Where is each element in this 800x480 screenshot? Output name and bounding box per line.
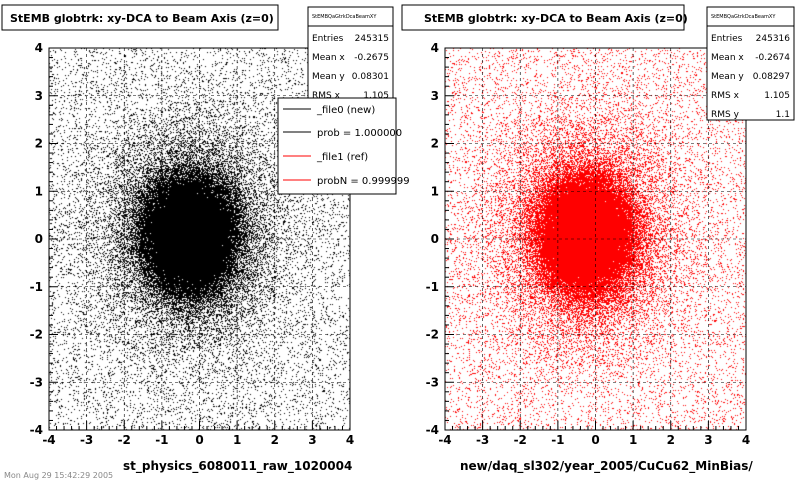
- y-tick-label: 0: [35, 232, 43, 246]
- stats-label: RMS y: [711, 110, 740, 120]
- left-legend: _file0 (new) prob = 1.000000 _file1 (ref…: [277, 97, 410, 195]
- stats-label: RMS x: [711, 91, 740, 101]
- y-tick-label: -3: [426, 375, 439, 389]
- stats-label: Entries: [312, 34, 344, 44]
- left-title-box: [1, 4, 279, 31]
- x-tick-label: -4: [42, 433, 55, 447]
- stats-label: RMS x: [312, 91, 341, 101]
- left-scatter-panel: StEMB globtrk: xy-DCA to Beam Axis (z=0)…: [1, 4, 410, 474]
- stats-label: Entries: [711, 34, 743, 44]
- stats-value: 0.08297: [753, 72, 790, 82]
- y-tick-label: 3: [35, 89, 43, 103]
- right-title-box: [401, 4, 685, 31]
- x-tick-label: 4: [346, 433, 354, 447]
- left-plot-area: -4 -3 -2 -1 0 1 2 3 4 -4 -3 -2 -1 0 1 2 3 4: [30, 41, 355, 447]
- y-tick-label: -1: [426, 280, 439, 294]
- footer-timestamp: Mon Aug 29 15:42:29 2005: [4, 471, 113, 480]
- y-tick-label: 0: [431, 232, 439, 246]
- x-tick-label: -1: [155, 433, 168, 447]
- y-tick-label: -2: [30, 328, 43, 342]
- y-tick-label: 2: [431, 137, 439, 151]
- x-tick-label: -1: [551, 433, 564, 447]
- left-plot-title: StEMB globtrk: xy-DCA to Beam Axis (z=0): [10, 12, 274, 25]
- x-tick-label: -3: [476, 433, 489, 447]
- stats-value: 1.1: [776, 110, 790, 120]
- stats-value: -0.2675: [354, 53, 389, 63]
- right-x-axis-label: new/daq_sl302/year_2005/CuCu62_MinBias/: [460, 459, 753, 474]
- x-tick-label: 0: [195, 433, 203, 447]
- x-tick-label: 1: [629, 433, 637, 447]
- x-tick-label: 3: [308, 433, 316, 447]
- stats-label: Mean x: [711, 53, 744, 63]
- x-tick-label: 3: [704, 433, 712, 447]
- stats-label: Mean y: [711, 72, 744, 82]
- x-tick-label: -2: [118, 433, 131, 447]
- x-tick-label: -2: [514, 433, 527, 447]
- legend-label-file1: _file1 (ref): [316, 152, 368, 163]
- y-tick-label: -4: [426, 423, 439, 437]
- x-tick-label: 0: [591, 433, 599, 447]
- y-tick-label: 4: [35, 41, 43, 55]
- y-tick-label: 3: [431, 89, 439, 103]
- legend-label-prob: prob = 1.000000: [317, 128, 402, 139]
- right-stats-box: [706, 6, 795, 121]
- stats-label: Mean y: [312, 72, 345, 82]
- left-x-axis-label: st_physics_6080011_raw_1020004: [123, 459, 352, 474]
- x-tick-label: 2: [271, 433, 279, 447]
- right-plot-title: StEMB globtrk: xy-DCA to Beam Axis (z=0): [424, 12, 688, 25]
- stats-value: 1.105: [764, 91, 790, 101]
- stats-value: 245316: [756, 34, 791, 44]
- right-plot-area: -4 -3 -2 -1 0 1 2 3 4 -4 -3 -2 -1 0 1 2 3 4: [426, 41, 751, 447]
- right-scatter-panel: StEMB globtrk: xy-DCA to Beam Axis (z=0)…: [401, 4, 795, 474]
- y-tick-label: -3: [30, 375, 43, 389]
- y-tick-label: -4: [30, 423, 43, 437]
- stats-value: 1.105: [363, 91, 389, 101]
- stats-value: -0.2674: [755, 53, 790, 63]
- y-tick-label: 1: [35, 184, 43, 198]
- legend-label-probN: probN = 0.999999: [317, 176, 410, 187]
- stats-value: 245315: [355, 34, 389, 44]
- y-tick-label: 2: [35, 137, 43, 151]
- y-tick-label: 4: [431, 41, 439, 55]
- x-tick-label: -3: [80, 433, 93, 447]
- y-tick-label: 1: [431, 184, 439, 198]
- stats-label: Mean x: [312, 53, 345, 63]
- x-tick-label: 2: [667, 433, 675, 447]
- x-tick-label: 1: [233, 433, 241, 447]
- x-tick-label: -4: [438, 433, 451, 447]
- legend-box: [277, 97, 397, 195]
- left-stats-name: StEMBQaGtrkDcaBeamXY: [312, 14, 377, 20]
- y-tick-label: -2: [426, 328, 439, 342]
- stats-value: 0.08301: [352, 72, 389, 82]
- legend-label-file0: _file0 (new): [316, 105, 375, 116]
- left-stats-box: [307, 6, 394, 104]
- right-stats-rows: Entries 245316 Mean x -0.2674 Mean y 0.08297 R…: [711, 34, 790, 120]
- y-tick-label: -1: [30, 280, 43, 294]
- right-stats-name: StEMBQaGtrkDcaBeamXY: [711, 14, 776, 20]
- left-stats-rows: Entries 245315 Mean x -0.2675 Mean y 0.08301 R…: [312, 34, 389, 101]
- x-tick-label: 4: [742, 433, 750, 447]
